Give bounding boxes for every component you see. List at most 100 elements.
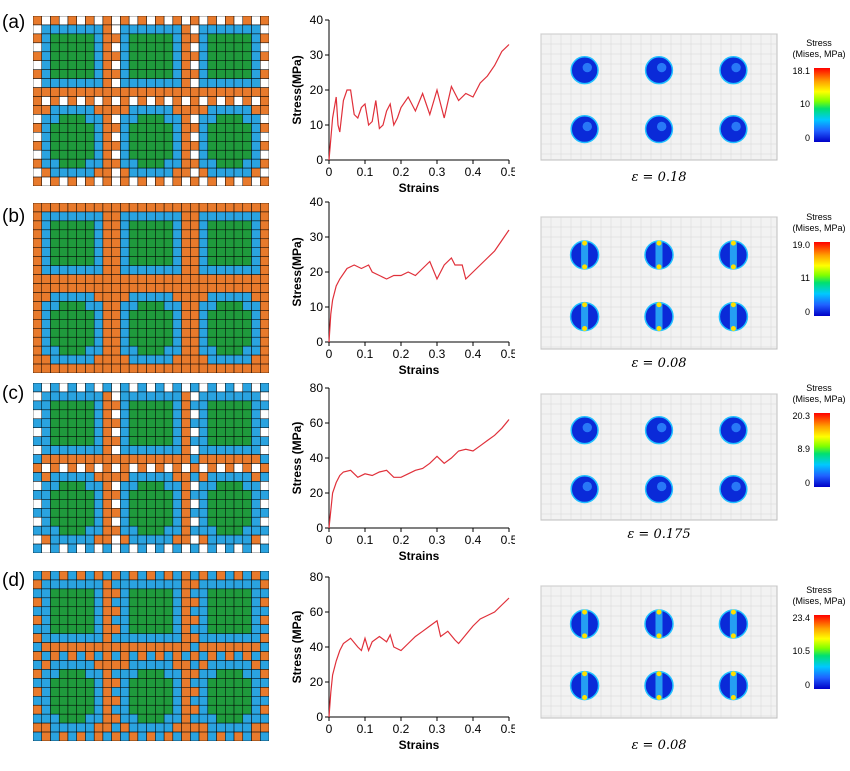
lattice-cell-interphase — [85, 731, 95, 741]
lattice-cell-interphase — [33, 606, 42, 616]
lattice-cell-particle — [58, 400, 69, 411]
lattice-cell-interphase — [207, 472, 217, 482]
lattice-cell-matrix — [190, 211, 200, 222]
lattice-cell-interphase — [163, 158, 174, 169]
lattice-cell-interphase — [93, 51, 104, 61]
fem-stress-spot — [731, 422, 741, 433]
lattice-cell-interphase — [225, 354, 235, 365]
lattice-cell-particle — [67, 508, 77, 518]
lattice-cell-matrix — [93, 203, 104, 213]
lattice-cell-particle — [146, 336, 156, 347]
lattice-cell-particle — [233, 499, 244, 509]
lattice-cell-particle — [67, 158, 77, 169]
lattice-cell-particle — [242, 400, 252, 411]
lattice-cell-interphase — [172, 301, 182, 311]
y-tick-label: 80 — [310, 570, 324, 584]
lattice-cell-interphase — [225, 105, 235, 115]
colorbar-max: 20.3 — [792, 411, 810, 421]
lattice-cell-particle — [67, 669, 77, 679]
fem-stress-band — [729, 610, 737, 638]
lattice-cell-matrix — [102, 158, 112, 169]
lattice-cell-particle — [155, 678, 165, 688]
colorbar-min: 0 — [804, 478, 810, 488]
lattice-cell-interphase — [93, 651, 104, 661]
lattice-cell-matrix — [260, 220, 269, 231]
colorbar-mid: 10.5 — [792, 646, 810, 656]
lattice-cell-interphase — [163, 660, 174, 670]
lattice-cell-matrix — [33, 687, 42, 697]
lattice-cell-interphase — [207, 722, 217, 733]
fem-stress-band — [655, 671, 663, 700]
lattice-cell-matrix — [50, 203, 60, 213]
lattice-cell-particle — [50, 229, 60, 240]
lattice-cell-matrix — [41, 283, 51, 293]
lattice-cell-void — [33, 167, 42, 178]
lattice-cell-matrix — [85, 203, 95, 213]
lattice-cell-particle — [58, 345, 69, 356]
lattice-cell-particle — [58, 220, 69, 231]
lattice-cell-matrix — [120, 167, 130, 178]
lattice-cell-interphase — [172, 42, 182, 53]
lattice-cell-matrix — [102, 42, 112, 53]
lattice-cell-void — [111, 96, 121, 106]
lattice-cell-interphase — [93, 409, 104, 420]
lattice-cell-particle — [137, 238, 147, 248]
lattice-cell-particle — [76, 409, 86, 420]
lattice-cell-interphase — [128, 345, 139, 356]
lattice-cell-interphase — [242, 525, 252, 536]
lattice-cell-interphase — [216, 633, 226, 643]
lattice-cell-interphase — [41, 149, 51, 160]
lattice-cell-interphase — [146, 722, 156, 733]
lattice-cell-interphase — [251, 418, 261, 428]
lattice-cell-interphase — [172, 516, 182, 527]
lattice-cell-interphase — [172, 713, 182, 724]
lattice-cell-interphase — [251, 499, 261, 509]
lattice-cell-interphase — [41, 328, 51, 338]
lattice-cell-particle — [50, 615, 60, 625]
lattice-cell-particle — [216, 704, 226, 715]
lattice-cell-interphase — [242, 78, 252, 88]
lattice-cell-matrix — [111, 158, 121, 169]
lattice-cell-particle — [225, 499, 235, 509]
lattice-cell-interphase — [58, 445, 69, 455]
strain-label-b: ε = 0.08 — [631, 356, 687, 371]
lattice-cell-matrix — [102, 24, 112, 35]
lattice-cell-particle — [155, 310, 165, 320]
lattice-cell-matrix — [102, 472, 112, 482]
lattice-cell-interphase — [190, 418, 200, 428]
lattice-cell-particle — [207, 310, 217, 320]
lattice-cell-interphase — [233, 651, 244, 661]
lattice-cell-particle — [76, 158, 86, 169]
lattice-cell-matrix — [50, 87, 60, 97]
lattice-cell-matrix — [33, 274, 42, 284]
lattice-cell-particle — [225, 33, 235, 44]
lattice-cell-interphase — [216, 24, 226, 35]
lattice-cell-interphase — [33, 508, 42, 518]
lattice-cell-void — [111, 427, 121, 437]
lattice-cell-matrix — [93, 283, 104, 293]
lattice-cell-particle — [76, 615, 86, 625]
lattice-cell-particle — [128, 247, 139, 257]
fem-stress-spot — [582, 481, 592, 492]
lattice-cell-interphase — [93, 211, 104, 222]
lattice-cell-particle — [85, 687, 95, 697]
lattice-cell-interphase — [33, 713, 42, 724]
lattice-cell-particle — [58, 149, 69, 160]
lattice-cell-interphase — [120, 319, 130, 329]
lattice-cell-interphase — [242, 579, 252, 590]
lattice-cell-interphase — [50, 301, 60, 311]
lattice-cell-particle — [50, 336, 60, 347]
lattice-cell-matrix — [146, 642, 156, 652]
lattice-cell-particle — [155, 704, 165, 715]
lattice-cell-matrix — [190, 669, 200, 679]
lattice-cell-interphase — [85, 445, 95, 455]
lattice-cell-interphase — [251, 445, 261, 455]
lattice-cell-matrix — [41, 722, 51, 733]
lattice-cell-interphase — [260, 454, 269, 464]
lattice-cell-matrix — [146, 274, 156, 284]
lattice-cell-particle — [76, 114, 86, 124]
lattice-cell-particle — [216, 132, 226, 142]
lattice-cell-void — [251, 176, 261, 186]
lattice-cell-interphase — [67, 24, 77, 35]
lattice-cell-matrix — [172, 722, 182, 733]
